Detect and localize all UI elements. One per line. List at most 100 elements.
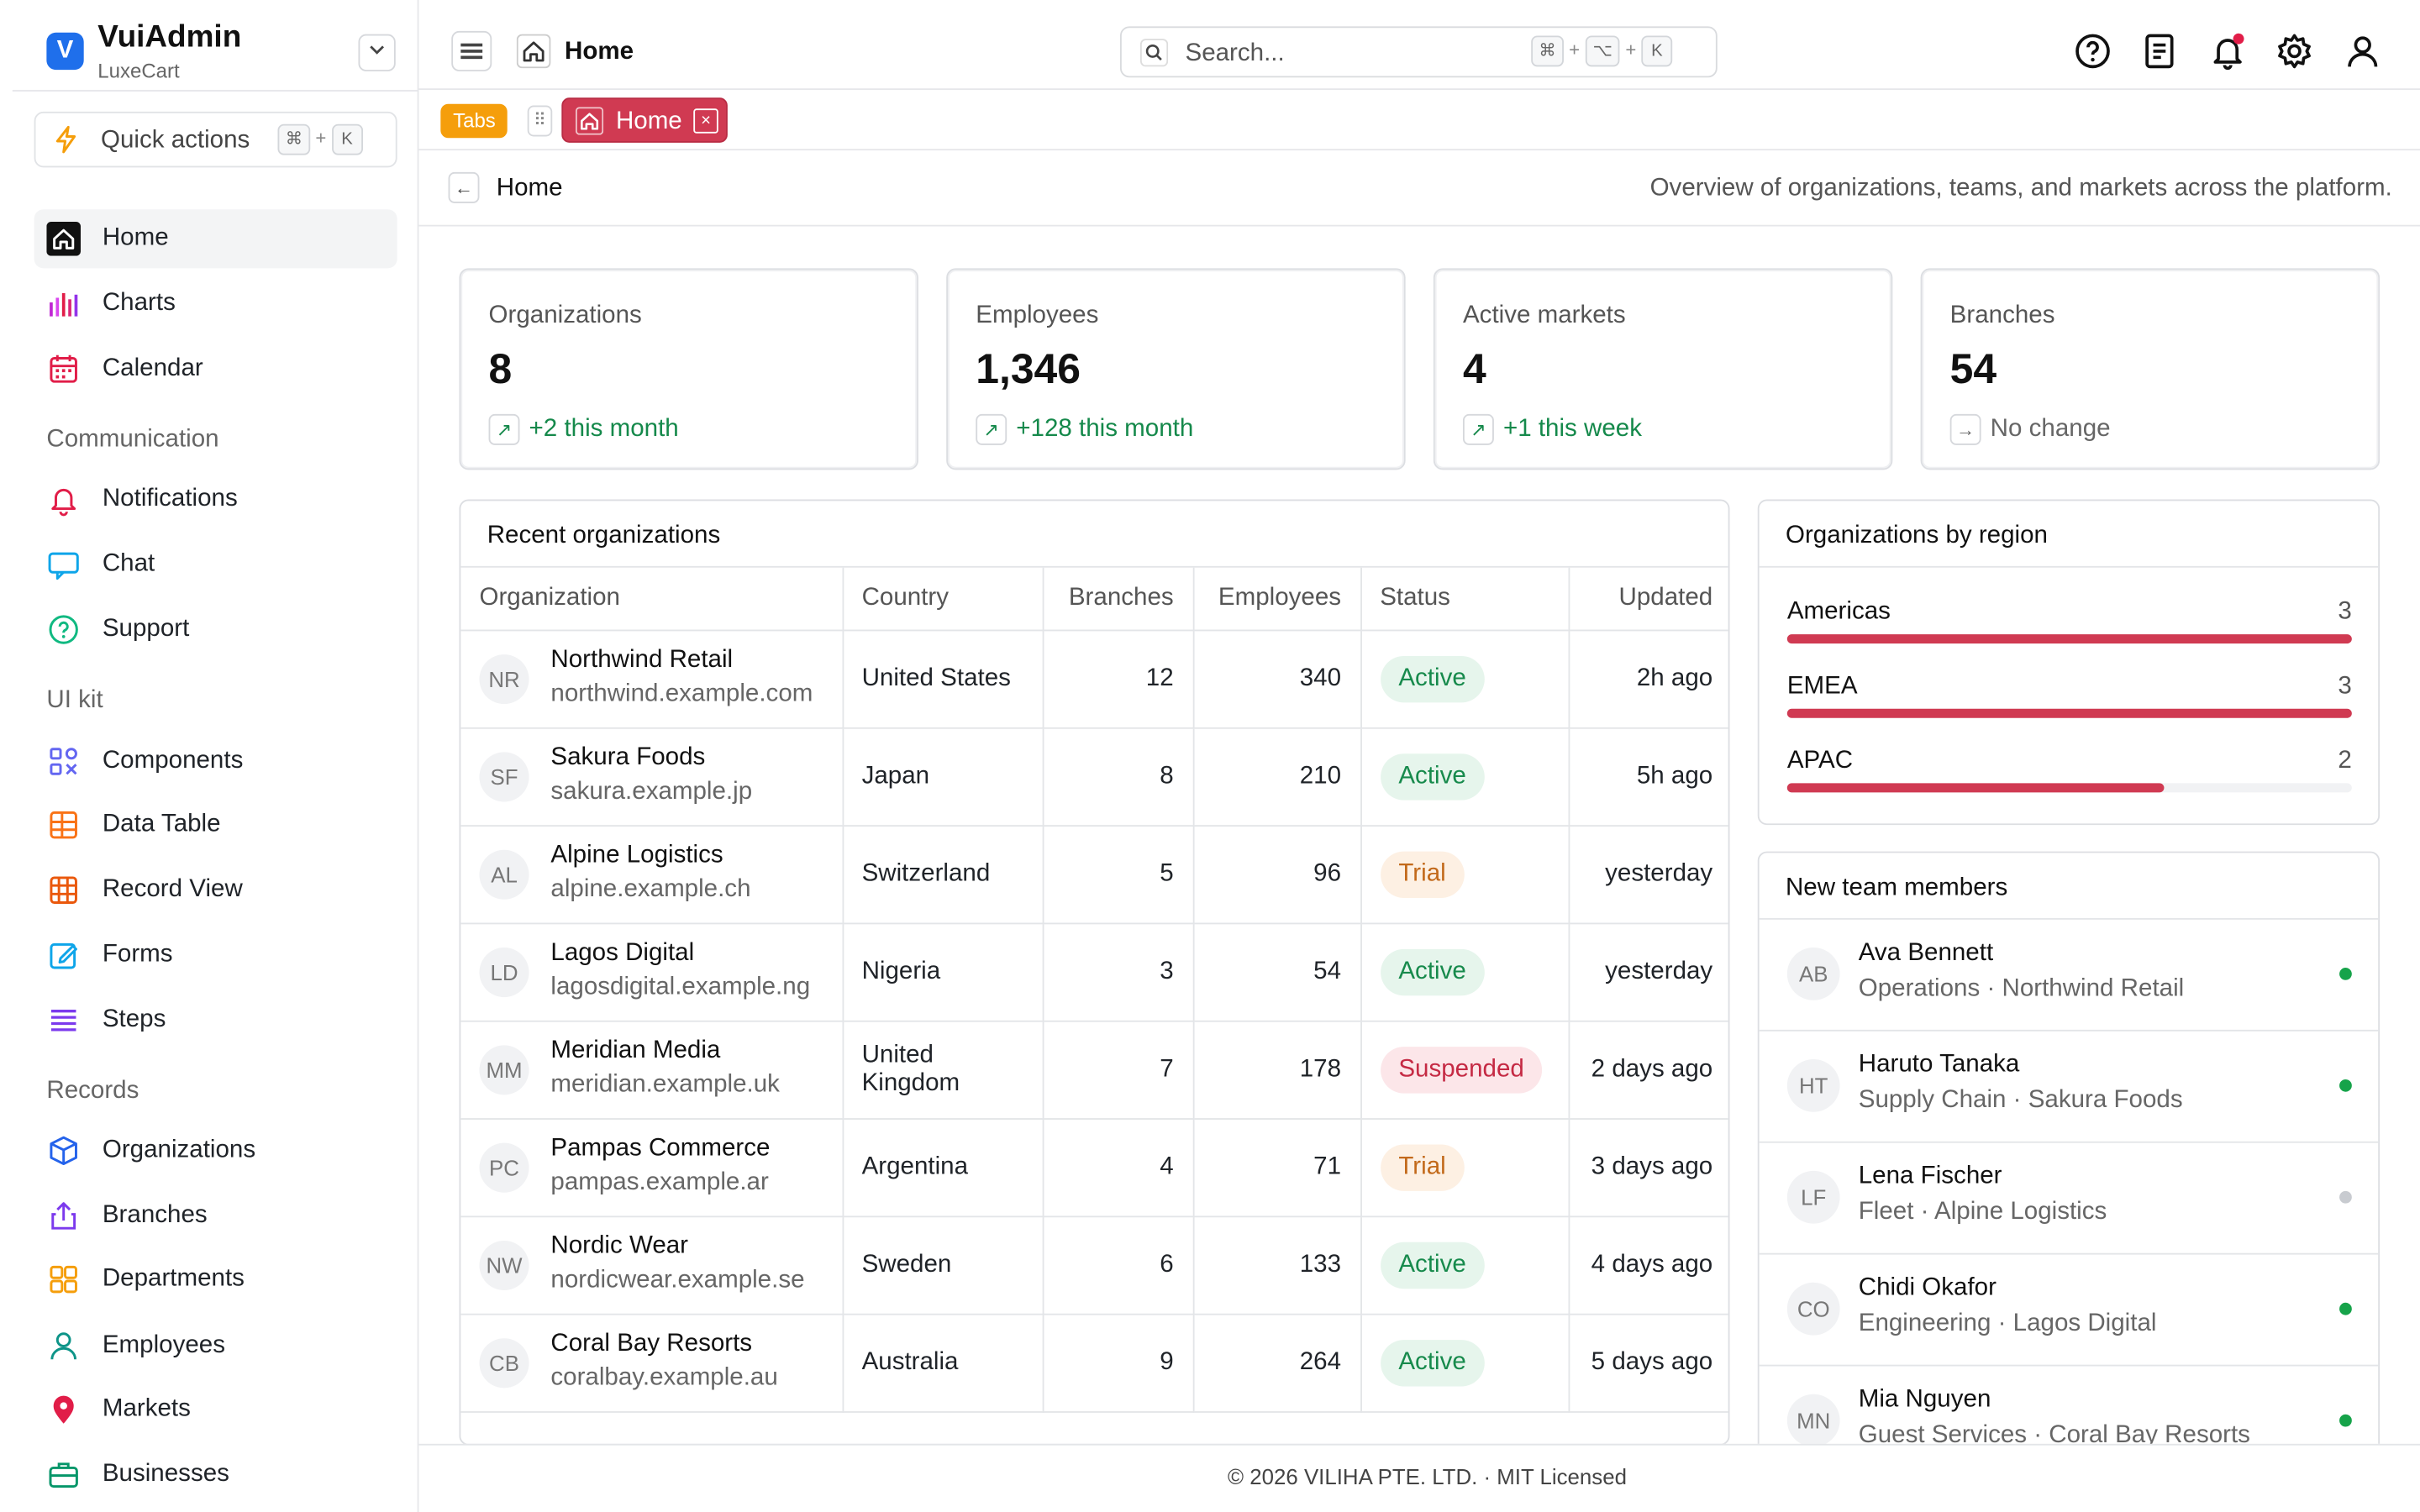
stat-delta-text: +1 this week [1502,416,1643,443]
stat-label: Active markets [1462,302,1626,329]
avatar: AB [1786,948,1840,1000]
list-item[interactable]: CO Chidi Okafor Engineering · Lagos Digita… [1759,1255,2379,1367]
list-item[interactable]: AB Ava Bennett Operations · Northwind Reta… [1759,920,2379,1032]
stat-card-active-markets: Active markets 4 ↗ +1 this week [1433,268,1893,470]
kbd-cmd: ⌘ [1531,35,1564,67]
table-row[interactable]: LD Lagos Digital lagosdigital.example.ng Ni… [460,922,1728,1021]
sidebar-item-components[interactable]: Components [34,732,397,790]
sidebar-item-charts[interactable]: Charts [34,275,397,333]
region-name: Americas [1786,598,1891,626]
sidebar-item-notifications[interactable]: Notifications [34,470,397,528]
member-name: Chidi Okafor [1858,1274,1996,1301]
gear-icon[interactable] [2275,31,2315,71]
status-badge: Active [1380,753,1485,800]
list-item[interactable]: HT Haruto Tanaka Supply Chain · Sakura Foo… [1759,1032,2379,1143]
sidebar-item-label: Organizations [102,1137,256,1163]
sidebar-item-steps[interactable]: Steps [34,991,397,1050]
list-item[interactable]: LF Lena Fischer Fleet · Alpine Logistics [1759,1143,2379,1255]
sidebar-item-label: Businesses [102,1461,229,1488]
org-name[interactable]: Nordic Wear [550,1231,689,1259]
column-header[interactable]: Employees [1192,567,1362,631]
sidebar-item-forms[interactable]: Forms [34,926,397,984]
member-name: Ava Bennett [1858,939,1994,967]
menu-toggle-button[interactable] [451,30,492,71]
stat-delta: ↗ +2 this month [488,413,679,445]
employees-cell: 54 [1192,922,1362,1021]
branches-cell: 3 [1042,922,1194,1021]
status-cell: Trial [1360,825,1570,924]
sidebar-item-organizations[interactable]: Organizations [34,1121,397,1180]
avatar: HT [1786,1058,1840,1112]
column-header[interactable]: Status [1360,567,1570,631]
column-header[interactable]: Organization [460,567,844,631]
table-row[interactable]: CB Coral Bay Resorts coralbay.example.au Au… [460,1313,1728,1412]
sidebar-item-businesses[interactable]: Businesses [34,1446,397,1504]
org-name[interactable]: Alpine Logistics [550,841,723,868]
column-header[interactable]: Country [842,567,1044,631]
updated-cell: 2h ago [1568,629,1728,728]
country-cell: Japan [842,727,1044,827]
table-row[interactable]: AL Alpine Logistics alpine.example.ch Switz… [460,825,1728,924]
stat-delta: ↗ +1 this week [1462,413,1643,445]
column-header[interactable]: Branches [1042,567,1194,631]
table-row[interactable]: NR Northwind Retail northwind.example.com U… [460,629,1728,728]
stat-delta-text: No change [1990,416,2111,443]
quick-actions-button[interactable]: Quick actions ⌘ + K [34,111,397,168]
sidebar-item-home[interactable]: Home [34,209,397,269]
table-row[interactable]: MM Meridian Media meridian.example.uk Unite… [460,1020,1728,1120]
help-icon[interactable] [2073,31,2113,71]
sidebar-item-markets[interactable]: Markets [34,1380,397,1439]
stat-delta: → No change [1949,413,2111,445]
quick-actions-label: Quick actions [101,127,250,154]
updated-cell: 3 days ago [1568,1118,1728,1217]
tab-close-icon[interactable]: × [693,108,718,134]
updated-cell: 2 days ago [1568,1020,1728,1120]
presence-indicator [2339,1414,2352,1427]
search-input[interactable]: Search... ⌘ + ⌥ + K [1119,26,1718,78]
country-cell: Australia [842,1313,1044,1412]
sidebar-item-employees[interactable]: Employees [34,1316,397,1375]
sidebar-item-branches[interactable]: Branches [34,1186,397,1245]
region-name: EMEA [1786,673,1858,700]
user-account-icon[interactable] [2343,31,2383,71]
drag-handle-icon[interactable]: ⠿ [527,105,553,137]
sidebar-item-departments[interactable]: Departments [34,1250,397,1309]
table-row[interactable]: NW Nordic Wear nordicwear.example.se Sweden… [460,1215,1728,1315]
tabs-label[interactable]: Tabs [440,103,508,139]
sidebar-item-chat[interactable]: Chat [34,535,397,594]
avatar: MN [1786,1394,1840,1447]
org-name[interactable]: Meridian Media [550,1037,721,1063]
cube-icon [50,1136,77,1166]
org-name[interactable]: Coral Bay Resorts [550,1330,753,1357]
table-row[interactable]: PC Pampas Commerce pampas.example.ar Argent… [460,1118,1728,1217]
sidebar-item-record-view[interactable]: Record View [34,861,397,920]
org-name[interactable]: Sakura Foods [550,743,706,770]
tab-home[interactable]: Home × [561,97,728,143]
org-name[interactable]: Northwind Retail [550,645,734,673]
brand[interactable]: V VuiAdmin LuxeCart [44,18,401,82]
sidebar-item-data-table[interactable]: Data Table [34,795,397,854]
back-arrow-icon[interactable]: ← [448,171,480,203]
stat-delta-text: +2 this month [529,416,679,443]
status-badge: Suspended [1380,1046,1543,1093]
region-bar-track [1786,634,2352,644]
kbd-cmd: ⌘ [277,123,311,155]
sidebar-item-support[interactable]: Support [34,600,397,659]
document-icon[interactable] [2139,31,2180,71]
workspace-switcher-chevron-icon[interactable] [358,34,396,71]
status-cell: Trial [1360,1118,1570,1217]
notification-bell-icon[interactable] [2207,31,2248,71]
card-title: New team members [1785,874,2008,901]
region-count: 3 [2338,673,2352,700]
map-pin-icon [53,1395,74,1424]
org-name[interactable]: Pampas Commerce [550,1134,771,1161]
trend-up-icon: ↗ [1462,413,1494,445]
sidebar-item-calendar[interactable]: Calendar [34,339,397,398]
updated-cell: 4 days ago [1568,1215,1728,1315]
column-header[interactable]: Updated [1568,567,1728,631]
table-row[interactable]: SF Sakura Foods sakura.example.jp Japan 8 210… [460,727,1728,827]
list-item[interactable]: MN Mia Nguyen Guest Services · Coral Bay R… [1760,1367,2379,1455]
updated-cell: 5 days ago [1568,1313,1728,1412]
presence-indicator [2339,1079,2352,1092]
org-name[interactable]: Lagos Digital [550,938,695,966]
